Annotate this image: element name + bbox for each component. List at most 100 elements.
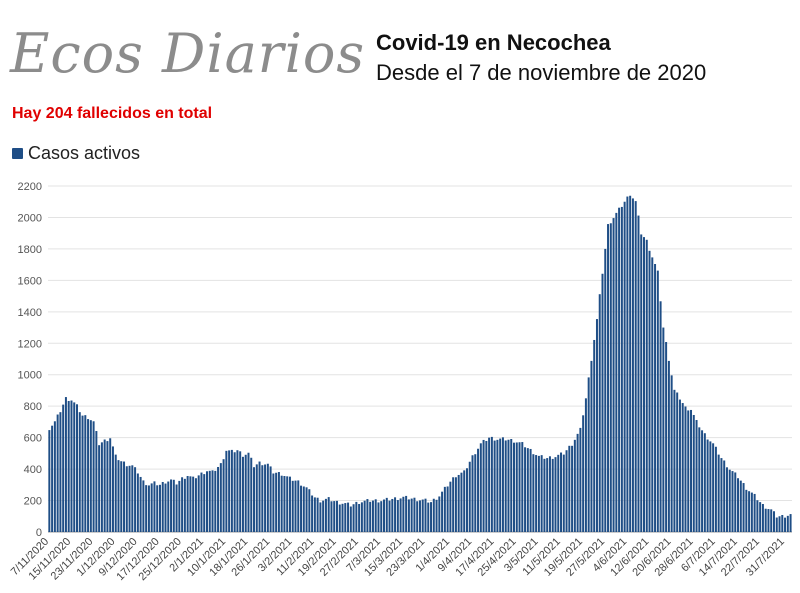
bar [643, 237, 645, 533]
y-tick-label: 1200 [18, 338, 42, 350]
bar [698, 427, 701, 532]
bar [750, 492, 753, 532]
bar [593, 339, 596, 532]
bar [335, 500, 338, 532]
bar [717, 454, 720, 532]
bar [391, 498, 394, 532]
bar [145, 485, 148, 532]
bar [377, 502, 380, 532]
bar [413, 497, 416, 532]
bar [692, 414, 695, 532]
y-tick-label: 1800 [18, 244, 42, 256]
bar [623, 201, 626, 533]
legend-label: Casos activos [28, 143, 141, 163]
bar [396, 500, 399, 532]
bar [167, 481, 170, 532]
bar [579, 427, 582, 532]
bar [48, 430, 51, 532]
bar [311, 495, 314, 532]
bar [430, 502, 433, 532]
bar [767, 509, 770, 532]
bar [410, 498, 413, 532]
bar [568, 445, 571, 532]
bar [394, 497, 397, 532]
bar [468, 461, 471, 532]
bar [745, 489, 748, 532]
bar [681, 403, 684, 532]
bar [139, 476, 142, 532]
bar [371, 500, 374, 532]
bar [308, 489, 311, 532]
bar [548, 456, 551, 532]
bar [56, 414, 59, 532]
bar [241, 456, 244, 532]
bar [416, 501, 419, 532]
bar [360, 502, 363, 532]
legend: Casos activos [12, 143, 140, 164]
bar [402, 496, 405, 532]
bar [277, 472, 280, 532]
bar [626, 196, 629, 533]
bar [286, 476, 289, 532]
bar [214, 470, 217, 532]
bar [330, 501, 333, 532]
bar [573, 439, 576, 532]
bar [670, 375, 673, 532]
bar [684, 406, 687, 532]
bar [687, 410, 690, 532]
bar [333, 501, 336, 532]
bar [103, 439, 106, 532]
bar [742, 483, 745, 532]
bar [761, 504, 764, 532]
bar [460, 472, 463, 532]
bar [181, 477, 184, 532]
bar [203, 474, 206, 532]
bar [510, 439, 513, 532]
bar [615, 212, 618, 532]
bar [206, 471, 208, 532]
bar [189, 476, 192, 532]
y-tick-label: 2000 [18, 212, 42, 224]
bar [620, 206, 623, 533]
bar [197, 475, 200, 532]
bar [156, 485, 159, 532]
y-tick-label: 1600 [18, 275, 42, 287]
bar [772, 511, 775, 532]
bar [607, 224, 610, 532]
bar [731, 471, 734, 532]
bar [609, 223, 612, 532]
bar [562, 454, 565, 532]
legend-swatch [12, 148, 23, 159]
bar [507, 439, 510, 532]
bar [305, 487, 308, 532]
bar [720, 458, 723, 532]
bar [380, 501, 383, 532]
bar [258, 461, 261, 532]
bar [272, 473, 275, 532]
bar [695, 420, 698, 532]
bar [161, 481, 164, 532]
bar [490, 436, 493, 532]
ecos-diarios-logo: Ecos Diarios [10, 22, 366, 85]
bar [106, 441, 109, 532]
deaths-note: Hay 204 fallecidos en total [12, 105, 213, 122]
bar [595, 319, 598, 532]
bar [499, 438, 502, 532]
bar [604, 248, 607, 532]
bar [465, 468, 468, 532]
bar [648, 250, 651, 533]
bar [316, 497, 319, 532]
bar [175, 484, 178, 532]
bar [474, 454, 477, 532]
bar [543, 458, 546, 532]
bar [535, 455, 538, 532]
bar [275, 472, 278, 532]
bar [712, 443, 715, 532]
bar [560, 452, 563, 532]
bar [84, 415, 87, 532]
bar [582, 415, 585, 532]
bar [554, 457, 557, 532]
bar [183, 478, 186, 532]
bar [435, 499, 438, 532]
